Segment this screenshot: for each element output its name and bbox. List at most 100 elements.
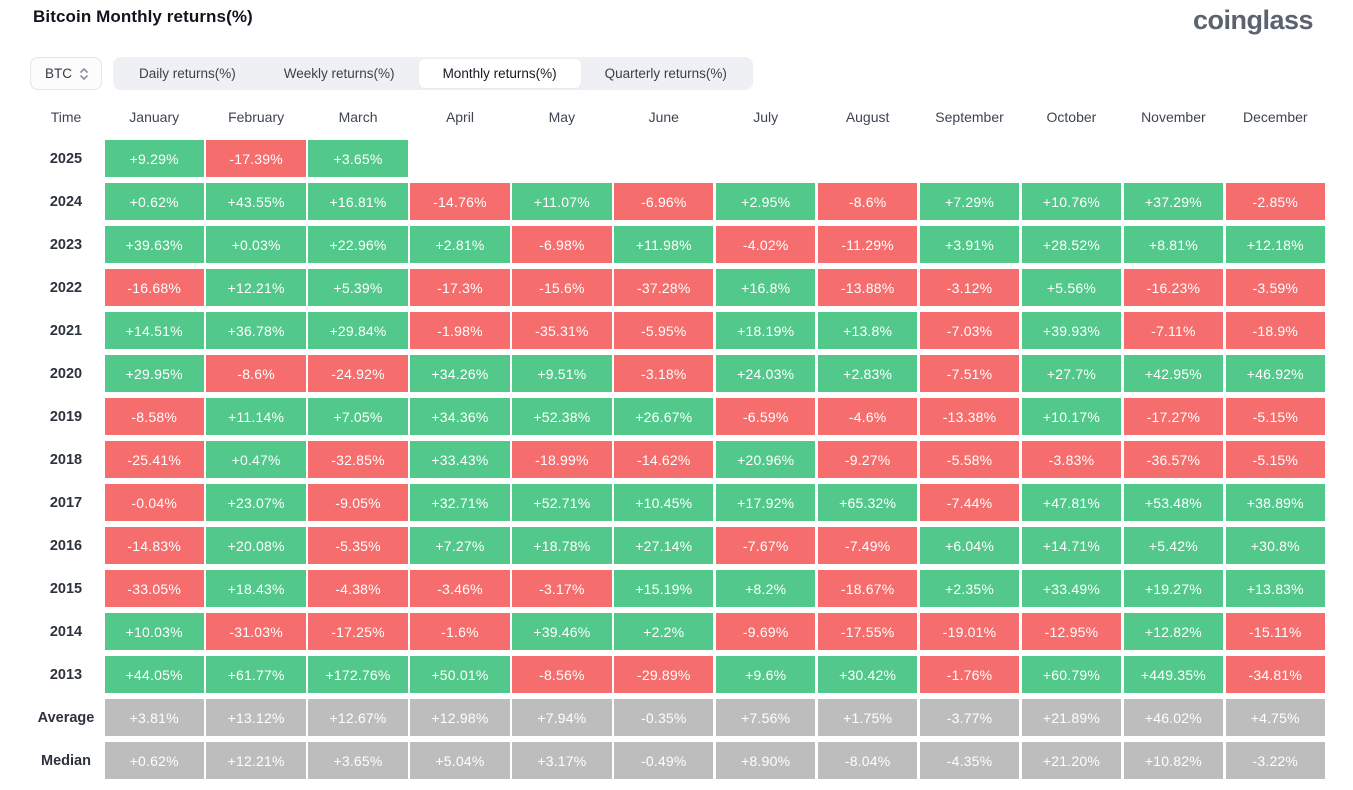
return-cell: +3.81%	[104, 699, 204, 736]
return-cell: -18.99%	[512, 441, 612, 478]
tab-quarterly-returns[interactable]: Quarterly returns(%)	[604, 66, 727, 81]
tab-monthly-returns[interactable]: Monthly returns(%)	[418, 59, 581, 88]
return-cell: -15.6%	[512, 269, 612, 306]
return-cell: +9.6%	[715, 656, 816, 693]
return-cell: +12.18%	[1225, 226, 1325, 263]
return-cell: +10.76%	[1021, 183, 1122, 220]
column-header: November	[1141, 109, 1206, 125]
return-cell: -14.76%	[410, 183, 510, 220]
return-cell: -36.57%	[1123, 441, 1224, 478]
return-cell: +9.29%	[104, 140, 204, 177]
coinglass-logo[interactable]: coinglass	[1192, 5, 1314, 35]
return-cell: +449.35%	[1123, 656, 1224, 693]
return-cell: +28.52%	[1021, 226, 1122, 263]
return-cell	[410, 140, 509, 177]
return-cell: -16.23%	[1123, 269, 1224, 306]
return-cell: +8.2%	[715, 570, 816, 607]
return-cell: +10.45%	[614, 484, 714, 521]
return-cell: +22.96%	[308, 226, 408, 263]
table-row: 2017 -0.04% +23.07% -9.05% +32.71% +52.71% +10…	[30, 484, 1325, 521]
return-cell	[1124, 140, 1223, 177]
tab-weekly-returns[interactable]: Weekly returns(%)	[283, 66, 395, 81]
return-cell: +2.95%	[715, 183, 816, 220]
return-cell: +24.03%	[715, 355, 816, 392]
return-cell: +43.55%	[206, 183, 306, 220]
return-cell: +39.63%	[104, 226, 204, 263]
return-cell	[1022, 140, 1121, 177]
return-cell: +34.26%	[410, 355, 510, 392]
return-cell: +4.75%	[1225, 699, 1325, 736]
table-row: 2013 +44.05% +61.77% +172.76% +50.01% -8.56% -…	[30, 656, 1325, 693]
coin-selector[interactable]: BTC	[30, 57, 102, 90]
return-cell: -4.38%	[308, 570, 408, 607]
return-cell: +12.21%	[206, 269, 306, 306]
return-cell: -14.83%	[104, 527, 204, 564]
return-cell: +21.20%	[1021, 742, 1122, 779]
return-cell: +11.07%	[512, 183, 612, 220]
return-cell: -4.02%	[715, 226, 816, 263]
row-label: 2019	[49, 408, 83, 425]
return-cell: -33.05%	[104, 570, 204, 607]
return-cell: -7.49%	[817, 527, 918, 564]
return-cell: +16.8%	[715, 269, 816, 306]
return-cell: -8.56%	[512, 656, 612, 693]
table-row: 2023 +39.63% +0.03% +22.96% +2.81% -6.98% +11.…	[30, 226, 1325, 263]
return-cell: -7.03%	[919, 312, 1020, 349]
return-cell: +2.2%	[614, 613, 714, 650]
return-cell: +65.32%	[817, 484, 918, 521]
return-cell: -18.9%	[1225, 312, 1325, 349]
return-cell: -1.98%	[410, 312, 510, 349]
return-cell: +7.05%	[308, 398, 408, 435]
return-cell: +10.03%	[104, 613, 204, 650]
column-header: May	[548, 109, 576, 125]
return-cell: +10.82%	[1123, 742, 1224, 779]
return-cell: +20.08%	[206, 527, 306, 564]
return-cell: +6.04%	[919, 527, 1020, 564]
return-cell: +14.71%	[1021, 527, 1122, 564]
return-cell: +52.71%	[512, 484, 612, 521]
coin-selector-value: BTC	[45, 66, 72, 81]
return-cell: +46.92%	[1225, 355, 1325, 392]
return-cell: -4.35%	[919, 742, 1020, 779]
return-cell: +15.19%	[614, 570, 714, 607]
column-header: April	[445, 109, 474, 125]
table-row: Median +0.62% +12.21% +3.65% +5.04% +3.17% -0.…	[30, 742, 1325, 779]
return-cell: -8.6%	[206, 355, 306, 392]
row-label: 2014	[49, 623, 83, 640]
return-cell: +11.14%	[206, 398, 306, 435]
return-cell: +18.43%	[206, 570, 306, 607]
return-cell: +3.17%	[512, 742, 612, 779]
return-cell: +39.93%	[1021, 312, 1122, 349]
row-label: 2016	[49, 537, 83, 554]
row-label: 2024	[49, 193, 83, 210]
return-cell: +29.84%	[308, 312, 408, 349]
return-cell: +5.04%	[410, 742, 510, 779]
return-cell: +23.07%	[206, 484, 306, 521]
return-cell: -8.6%	[817, 183, 918, 220]
return-cell: +44.05%	[104, 656, 204, 693]
return-cell: -3.18%	[614, 355, 714, 392]
return-cell: -32.85%	[308, 441, 408, 478]
tab-daily-returns[interactable]: Daily returns(%)	[139, 66, 236, 81]
return-cell: +12.67%	[308, 699, 408, 736]
return-cell: -3.17%	[512, 570, 612, 607]
return-cell: -7.67%	[715, 527, 816, 564]
row-label: 2020	[49, 365, 83, 382]
column-header: March	[338, 109, 378, 125]
return-cell: -3.22%	[1225, 742, 1325, 779]
page-title: Bitcoin Monthly returns(%)	[33, 7, 253, 26]
return-cell: -5.95%	[614, 312, 714, 349]
column-header: February	[228, 109, 285, 125]
return-cell	[818, 140, 917, 177]
return-cell: +13.8%	[817, 312, 918, 349]
return-cell: -5.15%	[1225, 398, 1325, 435]
return-cell: -3.83%	[1021, 441, 1122, 478]
return-cell: +32.71%	[410, 484, 510, 521]
table-row: 2022 -16.68% +12.21% +5.39% -17.3% -15.6% -37.…	[30, 269, 1325, 306]
return-cell: +7.27%	[410, 527, 510, 564]
return-cell: +0.62%	[104, 183, 204, 220]
return-cell: +20.96%	[715, 441, 816, 478]
return-cell: +2.81%	[410, 226, 510, 263]
return-cell: +60.79%	[1021, 656, 1122, 693]
return-cell: +36.78%	[206, 312, 306, 349]
